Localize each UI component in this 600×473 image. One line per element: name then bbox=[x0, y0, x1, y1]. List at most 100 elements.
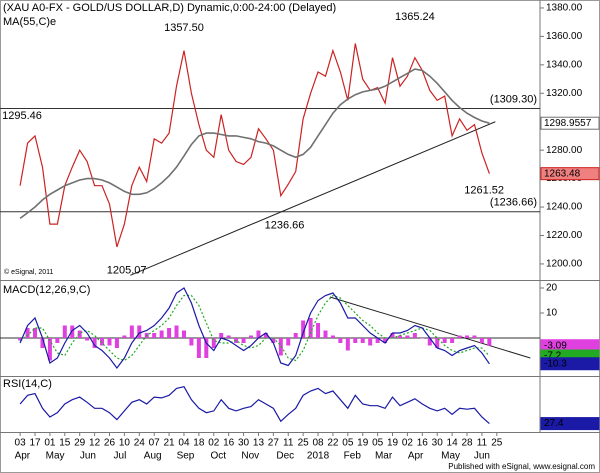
y-tick-label: 1380.00 bbox=[546, 3, 583, 14]
histogram-bar bbox=[189, 338, 194, 346]
histogram-bar bbox=[479, 338, 484, 343]
histogram-bar bbox=[25, 328, 30, 338]
y-tick-label: 1280.00 bbox=[546, 145, 583, 156]
histogram-bar bbox=[345, 338, 350, 351]
x-tick-label: 16 bbox=[223, 438, 235, 449]
histogram-bar bbox=[219, 333, 224, 338]
histogram-bar bbox=[323, 330, 328, 338]
trendline bbox=[329, 296, 531, 359]
last-value-box bbox=[540, 357, 600, 371]
x-tick-label: 27 bbox=[268, 438, 280, 449]
last-value-label: -3.09 bbox=[544, 340, 567, 351]
histogram-bar bbox=[450, 338, 455, 343]
x-tick-label: 25 bbox=[491, 438, 503, 449]
trendline bbox=[130, 121, 496, 276]
legend-entry: MA(55,C)e bbox=[3, 16, 56, 28]
last-value-box bbox=[540, 116, 600, 130]
y-tick-label: 1340.00 bbox=[546, 59, 583, 70]
x-tick-label: 12 bbox=[89, 438, 101, 449]
price-annotation: 1357.50 bbox=[164, 22, 204, 34]
x-tick-label: 07 bbox=[149, 438, 161, 449]
month-label: Nov bbox=[241, 451, 259, 462]
histogram-bar bbox=[249, 335, 254, 338]
price-annotation: 1261.52 bbox=[464, 184, 504, 196]
last-value-label: -10.3 bbox=[544, 358, 567, 369]
price-annotation: 1205.07 bbox=[107, 265, 147, 277]
histogram-bar bbox=[18, 338, 23, 341]
histogram-bar bbox=[226, 335, 231, 338]
month-label: Jul bbox=[114, 451, 127, 462]
series-line bbox=[19, 287, 490, 370]
histogram-bar bbox=[40, 338, 45, 348]
panel-title: (XAU A0-FX - GOLD/US DOLLAR,D) Dynamic,0… bbox=[3, 2, 336, 14]
y-tick-label: 1240.00 bbox=[546, 202, 583, 213]
x-tick-label: 11 bbox=[477, 438, 488, 449]
series-line bbox=[19, 68, 490, 220]
x-tick-label: 21 bbox=[164, 438, 176, 449]
histogram-bar bbox=[442, 338, 447, 343]
histogram-bar bbox=[301, 320, 306, 338]
month-label: May bbox=[441, 451, 460, 462]
x-tick-label: 30 bbox=[432, 438, 444, 449]
histogram-bar bbox=[107, 338, 112, 346]
month-label: Sep bbox=[177, 451, 195, 462]
histogram-bar bbox=[472, 335, 477, 338]
histogram-bar bbox=[368, 338, 373, 346]
histogram-bar bbox=[114, 338, 119, 348]
x-tick-label: 26 bbox=[104, 438, 116, 449]
month-label: Jun bbox=[474, 451, 490, 462]
last-value-box bbox=[540, 167, 600, 181]
histogram-bar bbox=[330, 335, 335, 338]
histogram-bar bbox=[167, 328, 172, 338]
x-tick-label: 24 bbox=[134, 438, 146, 449]
price-annotation: 1236.66 bbox=[265, 220, 305, 232]
month-label: Jun bbox=[80, 451, 96, 462]
histogram-bar bbox=[137, 325, 142, 338]
histogram-bar bbox=[47, 338, 52, 361]
histogram-bar bbox=[159, 330, 164, 338]
histogram-bar bbox=[85, 338, 90, 341]
x-tick-label: 19 bbox=[357, 438, 369, 449]
histogram-bar bbox=[375, 338, 380, 343]
panel-title: MACD(12,26,9,C) bbox=[3, 284, 90, 296]
y-tick-label: 1200.00 bbox=[546, 259, 583, 270]
histogram-bar bbox=[338, 338, 343, 343]
last-value-box bbox=[540, 417, 600, 431]
histogram-bar bbox=[427, 338, 432, 346]
histogram-bar bbox=[420, 338, 425, 339]
x-tick-label: 11 bbox=[283, 438, 294, 449]
histogram-bar bbox=[77, 330, 82, 338]
price-annotation: 1295.46 bbox=[2, 110, 42, 122]
level-label: (1236.66) bbox=[490, 197, 537, 209]
x-tick-label: 01 bbox=[44, 438, 56, 449]
y-tick-label: 10 bbox=[546, 308, 558, 319]
level-label: (1309.30) bbox=[490, 93, 537, 105]
x-tick-label: 10 bbox=[119, 438, 131, 449]
y-tick-label: 1320.00 bbox=[546, 88, 583, 99]
last-value-label: 27.4 bbox=[544, 418, 564, 429]
x-tick-label: 29 bbox=[74, 438, 86, 449]
histogram-bar bbox=[308, 318, 313, 338]
histogram-bar bbox=[457, 335, 462, 338]
month-label: Mar bbox=[375, 451, 393, 462]
x-tick-label: 15 bbox=[59, 438, 71, 449]
series-line bbox=[19, 386, 490, 425]
x-tick-label: 04 bbox=[178, 438, 190, 449]
month-label: Feb bbox=[344, 451, 362, 462]
x-tick-label: 05 bbox=[342, 438, 354, 449]
x-tick-label: 13 bbox=[253, 438, 265, 449]
month-label: May bbox=[46, 451, 65, 462]
histogram-bar bbox=[390, 333, 395, 338]
series-line bbox=[19, 294, 490, 362]
histogram-bar bbox=[465, 335, 470, 338]
histogram-bar bbox=[412, 333, 417, 338]
histogram-bar bbox=[286, 338, 291, 346]
x-tick-label: 03 bbox=[15, 438, 27, 449]
histogram-bar bbox=[33, 328, 38, 338]
histogram-bar bbox=[383, 338, 388, 343]
histogram-bar bbox=[241, 338, 246, 343]
month-label: 2018 bbox=[307, 451, 330, 462]
month-label: Apr bbox=[408, 451, 424, 462]
histogram-bar bbox=[70, 325, 75, 338]
